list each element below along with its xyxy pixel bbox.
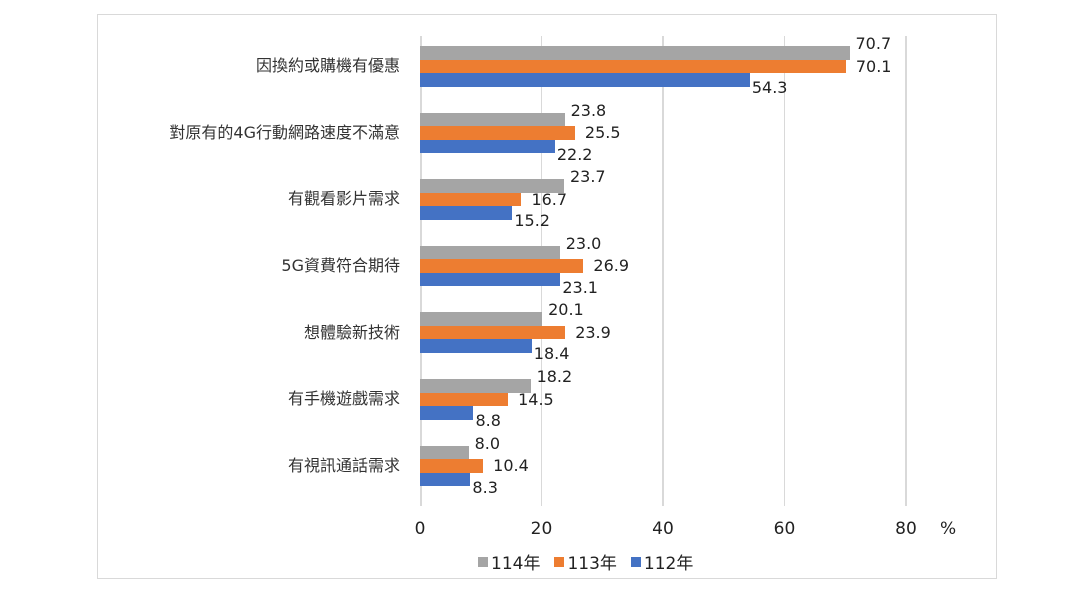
data-label: 23.1 (562, 277, 598, 297)
data-label: 14.5 (518, 389, 554, 409)
bar-112年 (420, 472, 471, 487)
data-label: 54.3 (751, 78, 788, 97)
category-label: 5G資費符合期待 (281, 256, 400, 276)
tick-label: 0 (414, 519, 426, 539)
data-label: 23.9 (575, 322, 611, 342)
bar-113年 (420, 392, 509, 406)
data-label: 18.2 (536, 367, 573, 386)
bar-113年 (420, 192, 522, 207)
bar-114年 (420, 46, 850, 60)
category-label: 有手機遊戲需求 (287, 389, 400, 409)
plot-area: 70.7 70.1 54.3 23.8 25.5 22.2 23.7 16.7 15.2 23.0… (420, 34, 907, 506)
bar-112年 (420, 73, 750, 87)
bar-112年 (420, 206, 513, 220)
bar-112年 (420, 406, 474, 420)
category-label: 想體驗新技術 (303, 322, 400, 342)
data-label: 15.2 (514, 211, 550, 231)
category-label: 因換約或購機有優惠 (255, 56, 400, 76)
tick-label: 80 (895, 519, 917, 539)
gridline (905, 36, 907, 506)
data-label: 70.7 (855, 34, 892, 53)
data-label: 23.0 (565, 233, 602, 253)
data-label: 22.2 (556, 144, 593, 164)
data-label: 10.4 (493, 456, 529, 476)
legend-item-114: 114年 (478, 549, 540, 574)
gridline (662, 36, 664, 506)
bar-113年 (420, 59, 846, 73)
bar-113年 (420, 459, 484, 473)
legend-item-112: 112年 (630, 549, 694, 574)
category-label: 有觀看影片需求 (287, 189, 400, 209)
bar-114年 (420, 312, 543, 326)
data-label: 16.7 (531, 189, 568, 209)
category-label: 有視訊通話需求 (287, 455, 400, 475)
legend: 114年 113年 112年 (478, 549, 693, 574)
category-label: 對原有的4G行動網路速度不滿意 (169, 122, 400, 142)
legend-swatch-icon (554, 556, 565, 567)
legend-label: 113年 (567, 554, 617, 574)
unit-label: % (940, 519, 957, 539)
bar-113年 (420, 325, 566, 340)
bar-114年 (420, 112, 565, 127)
legend-swatch-icon (630, 556, 641, 567)
legend-item-113: 113年 (554, 549, 617, 574)
data-label: 20.1 (548, 300, 584, 320)
data-label: 23.8 (570, 100, 607, 120)
bar-114年 (420, 179, 564, 193)
bar-112年 (420, 272, 561, 287)
bar-114年 (420, 445, 469, 460)
tick-label: 20 (530, 519, 553, 539)
bar-113年 (420, 126, 575, 140)
tick-label: 40 (652, 519, 674, 539)
legend-label: 114年 (491, 554, 541, 574)
data-label: 23.7 (569, 167, 606, 187)
gridline (783, 36, 786, 506)
chart-frame (97, 14, 997, 579)
data-label: 26.9 (593, 256, 630, 276)
bar-112年 (420, 339, 532, 353)
data-label: 8.0 (474, 433, 501, 453)
bar-112年 (420, 139, 555, 154)
bar-113年 (420, 259, 584, 273)
bar-114年 (420, 245, 560, 260)
legend-label: 112年 (643, 554, 694, 574)
data-label: 8.3 (472, 477, 498, 497)
tick-label: 60 (773, 519, 796, 539)
data-label: 70.1 (855, 56, 892, 76)
data-label: 18.4 (533, 344, 570, 364)
data-label: 25.5 (584, 123, 621, 143)
bar-114年 (420, 379, 531, 393)
data-label: 8.8 (475, 411, 501, 430)
legend-swatch-icon (478, 556, 488, 567)
